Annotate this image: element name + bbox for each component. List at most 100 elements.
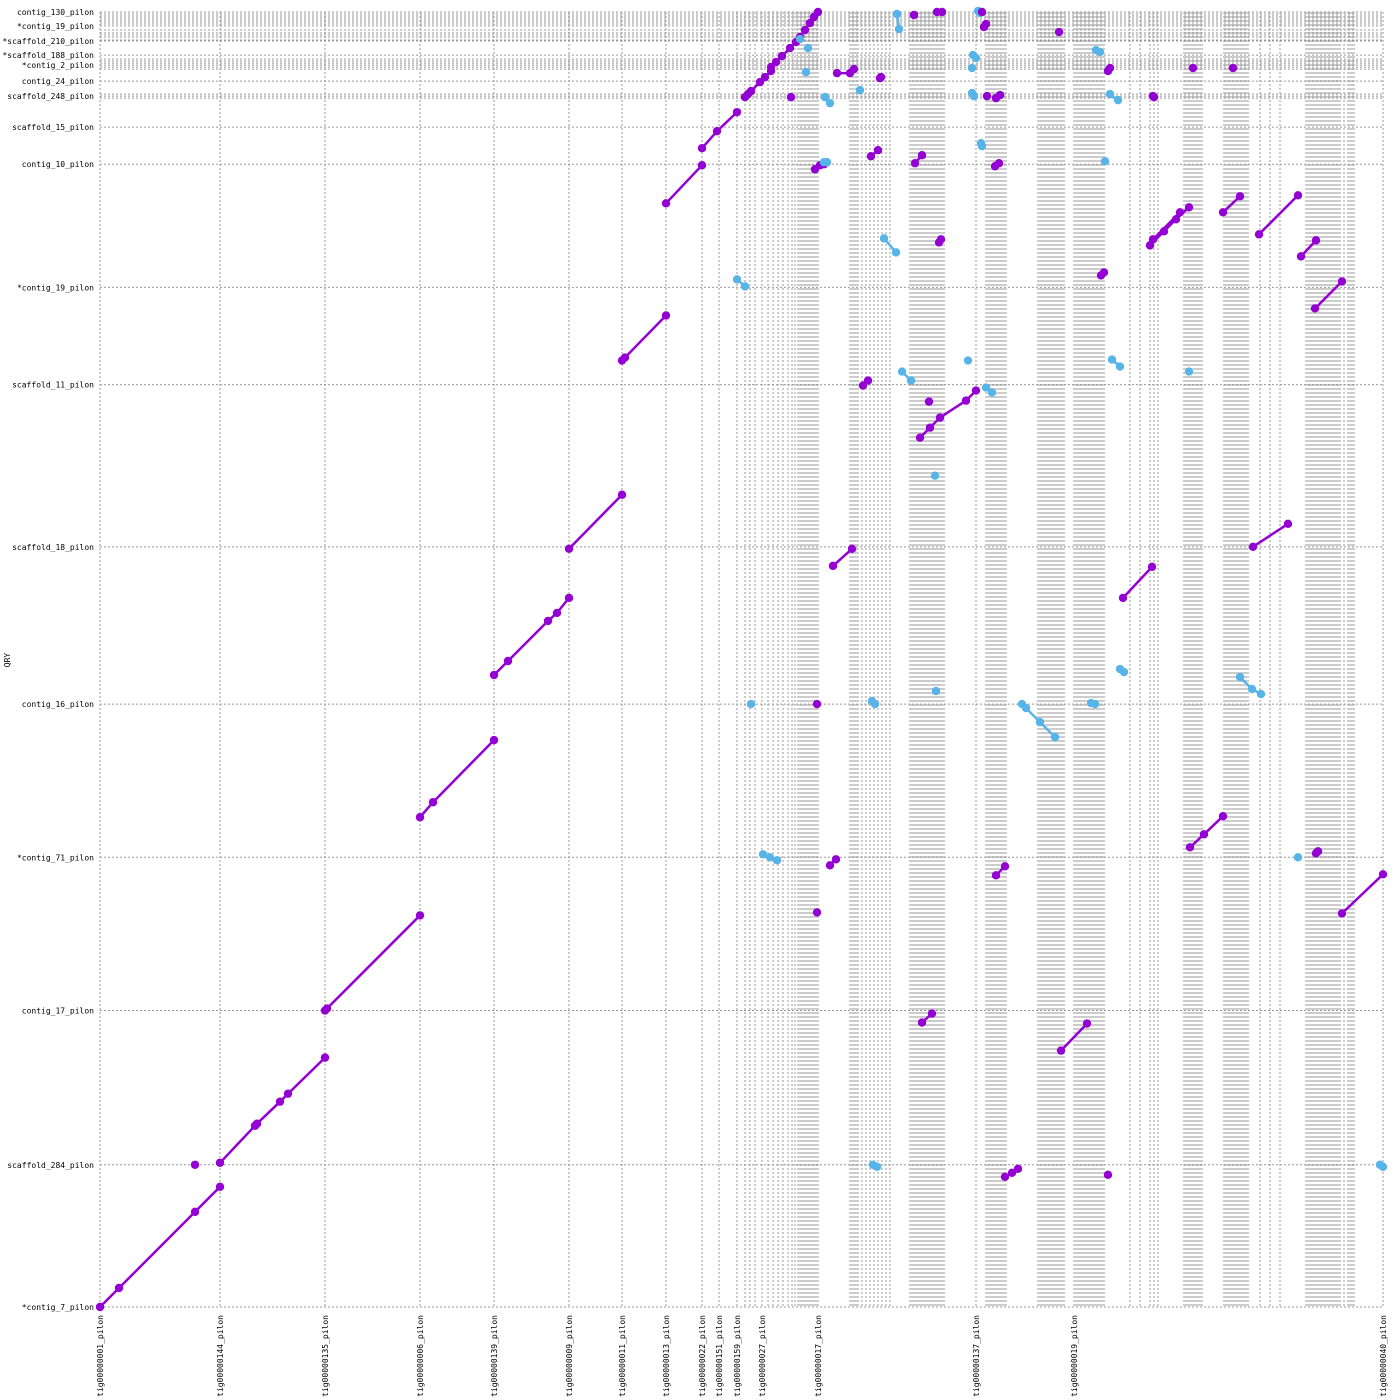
forward-alignment-point — [95, 1302, 105, 1312]
y-tick-label: *contig_2_pilon — [22, 61, 94, 70]
reverse-alignment-point — [1113, 95, 1123, 105]
forward-alignment-point — [1199, 830, 1209, 839]
reverse-alignment-point — [1115, 362, 1125, 371]
reverse-alignment-point — [1090, 699, 1100, 709]
forward-alignment-point — [564, 544, 574, 554]
reverse-alignment-point — [758, 850, 768, 859]
reverse-alignment-point — [1100, 157, 1110, 166]
reverse-alignment-point — [1050, 732, 1060, 742]
forward-alignment-point — [777, 51, 787, 61]
reverse-alignment-point — [930, 471, 940, 480]
forward-alignment-point — [771, 57, 781, 67]
forward-alignment-point — [620, 353, 630, 362]
forward-alignment-point — [320, 1053, 330, 1062]
forward-alignment-line — [1257, 194, 1300, 236]
forward-alignment-point — [215, 1182, 225, 1192]
x-tick-label: tig00000001_pilon — [96, 1315, 105, 1397]
forward-alignment-point — [785, 43, 795, 53]
y-tick-label: contig_24_pilon — [22, 77, 94, 86]
x-tick-label: tig00000011_pilon — [618, 1315, 627, 1397]
forward-alignment-point — [1254, 230, 1264, 239]
forward-alignment-line — [98, 1185, 222, 1309]
forward-alignment-point — [552, 608, 562, 618]
forward-alignment-point — [1283, 519, 1293, 528]
forward-alignment-point — [1013, 1164, 1023, 1173]
forward-alignment-point — [1296, 252, 1306, 261]
reverse-alignment-point — [1105, 89, 1115, 99]
reverse-alignment-point — [1378, 1162, 1388, 1171]
x-tick-label: tig00000144_pilon — [216, 1315, 225, 1397]
forward-alignment-point — [812, 908, 822, 917]
reverse-alignment-point — [772, 856, 782, 865]
reverse-alignment-point — [1107, 355, 1117, 364]
forward-alignment-point — [961, 396, 971, 405]
reverse-alignment-point — [987, 388, 997, 397]
y-tick-label: scaffold_284_pilon — [7, 1161, 94, 1170]
forward-alignment-point — [283, 1089, 293, 1098]
forward-alignment-point — [697, 144, 707, 153]
forward-alignment-point — [1235, 192, 1245, 201]
forward-alignment-line — [1121, 565, 1154, 600]
y-tick-label: scaffold_11_pilon — [12, 381, 94, 390]
x-tick-label: tig00000159_pilon — [733, 1315, 742, 1397]
forward-alignment-point — [1171, 215, 1181, 224]
forward-alignment-point — [564, 593, 574, 603]
reverse-alignment-point — [1247, 684, 1257, 694]
forward-alignment-point — [927, 1009, 937, 1018]
y-axis-label: QRY — [3, 653, 12, 668]
forward-alignment-point — [1378, 870, 1388, 879]
forward-alignment-point — [925, 423, 935, 432]
forward-alignment-point — [1248, 542, 1258, 552]
forward-alignment-point — [215, 1158, 225, 1167]
forward-alignment-point — [252, 1119, 262, 1128]
forward-alignment-line — [664, 163, 704, 205]
forward-alignment-point — [1000, 862, 1010, 871]
forward-alignment-point — [489, 735, 499, 745]
forward-alignment-point — [428, 798, 438, 807]
reverse-alignment-point — [822, 158, 832, 167]
x-tick-label: tig00000135_pilon — [321, 1315, 330, 1397]
reverse-alignment-point — [855, 85, 865, 95]
reverse-alignment-point — [1235, 672, 1245, 682]
forward-alignment-point — [917, 1018, 927, 1027]
forward-alignment-point — [503, 656, 513, 666]
reverse-alignment-point — [981, 383, 991, 392]
reverse-alignment-point — [746, 699, 756, 709]
y-tick-label: *scaffold_210_pilon — [2, 37, 94, 46]
forward-alignment-point — [1293, 191, 1303, 200]
forward-alignment-point — [732, 107, 742, 117]
y-tick-label: *scaffold_188_pilon — [2, 51, 94, 60]
y-tick-labels: *contig_7_pilon scaffold_284_pilon contig_… — [2, 8, 94, 1312]
reverse-alignment-point — [1293, 853, 1303, 862]
forward-alignment-point — [1218, 812, 1228, 821]
forward-alignment-point — [617, 490, 627, 499]
forward-alignment-line — [323, 914, 422, 1012]
reverse-alignment-point — [801, 67, 811, 77]
reverse-alignment-point — [879, 234, 889, 243]
forward-alignment-point — [982, 91, 992, 101]
forward-alignment-point — [712, 126, 722, 136]
alignment-points — [95, 6, 1388, 1312]
x-tick-label: tig00000022_pilon — [698, 1315, 707, 1397]
forward-alignment-point — [322, 1004, 332, 1013]
forward-alignment-point — [995, 90, 1005, 100]
forward-alignment-point — [697, 161, 707, 170]
forward-alignment-point — [981, 19, 991, 29]
forward-alignment-line — [1251, 522, 1290, 549]
forward-alignment-point — [275, 1097, 285, 1106]
forward-alignment-point — [1175, 208, 1185, 217]
reverse-alignment-point — [1035, 717, 1045, 727]
forward-alignment-point — [876, 72, 886, 82]
forward-alignment-point — [114, 1283, 124, 1293]
y-tick-label: contig_130_pilon — [17, 8, 94, 17]
forward-alignment-point — [661, 199, 671, 208]
forward-alignment-point — [936, 235, 946, 244]
reverse-alignment-point — [732, 275, 742, 284]
forward-alignment-point — [746, 86, 756, 96]
reverse-alignment-point — [969, 91, 979, 101]
forward-alignment-point — [812, 699, 822, 709]
forward-alignment-point — [831, 855, 841, 864]
forward-alignment-point — [1188, 63, 1198, 73]
reverse-alignment-point — [967, 63, 977, 73]
forward-alignment-point — [805, 18, 815, 28]
